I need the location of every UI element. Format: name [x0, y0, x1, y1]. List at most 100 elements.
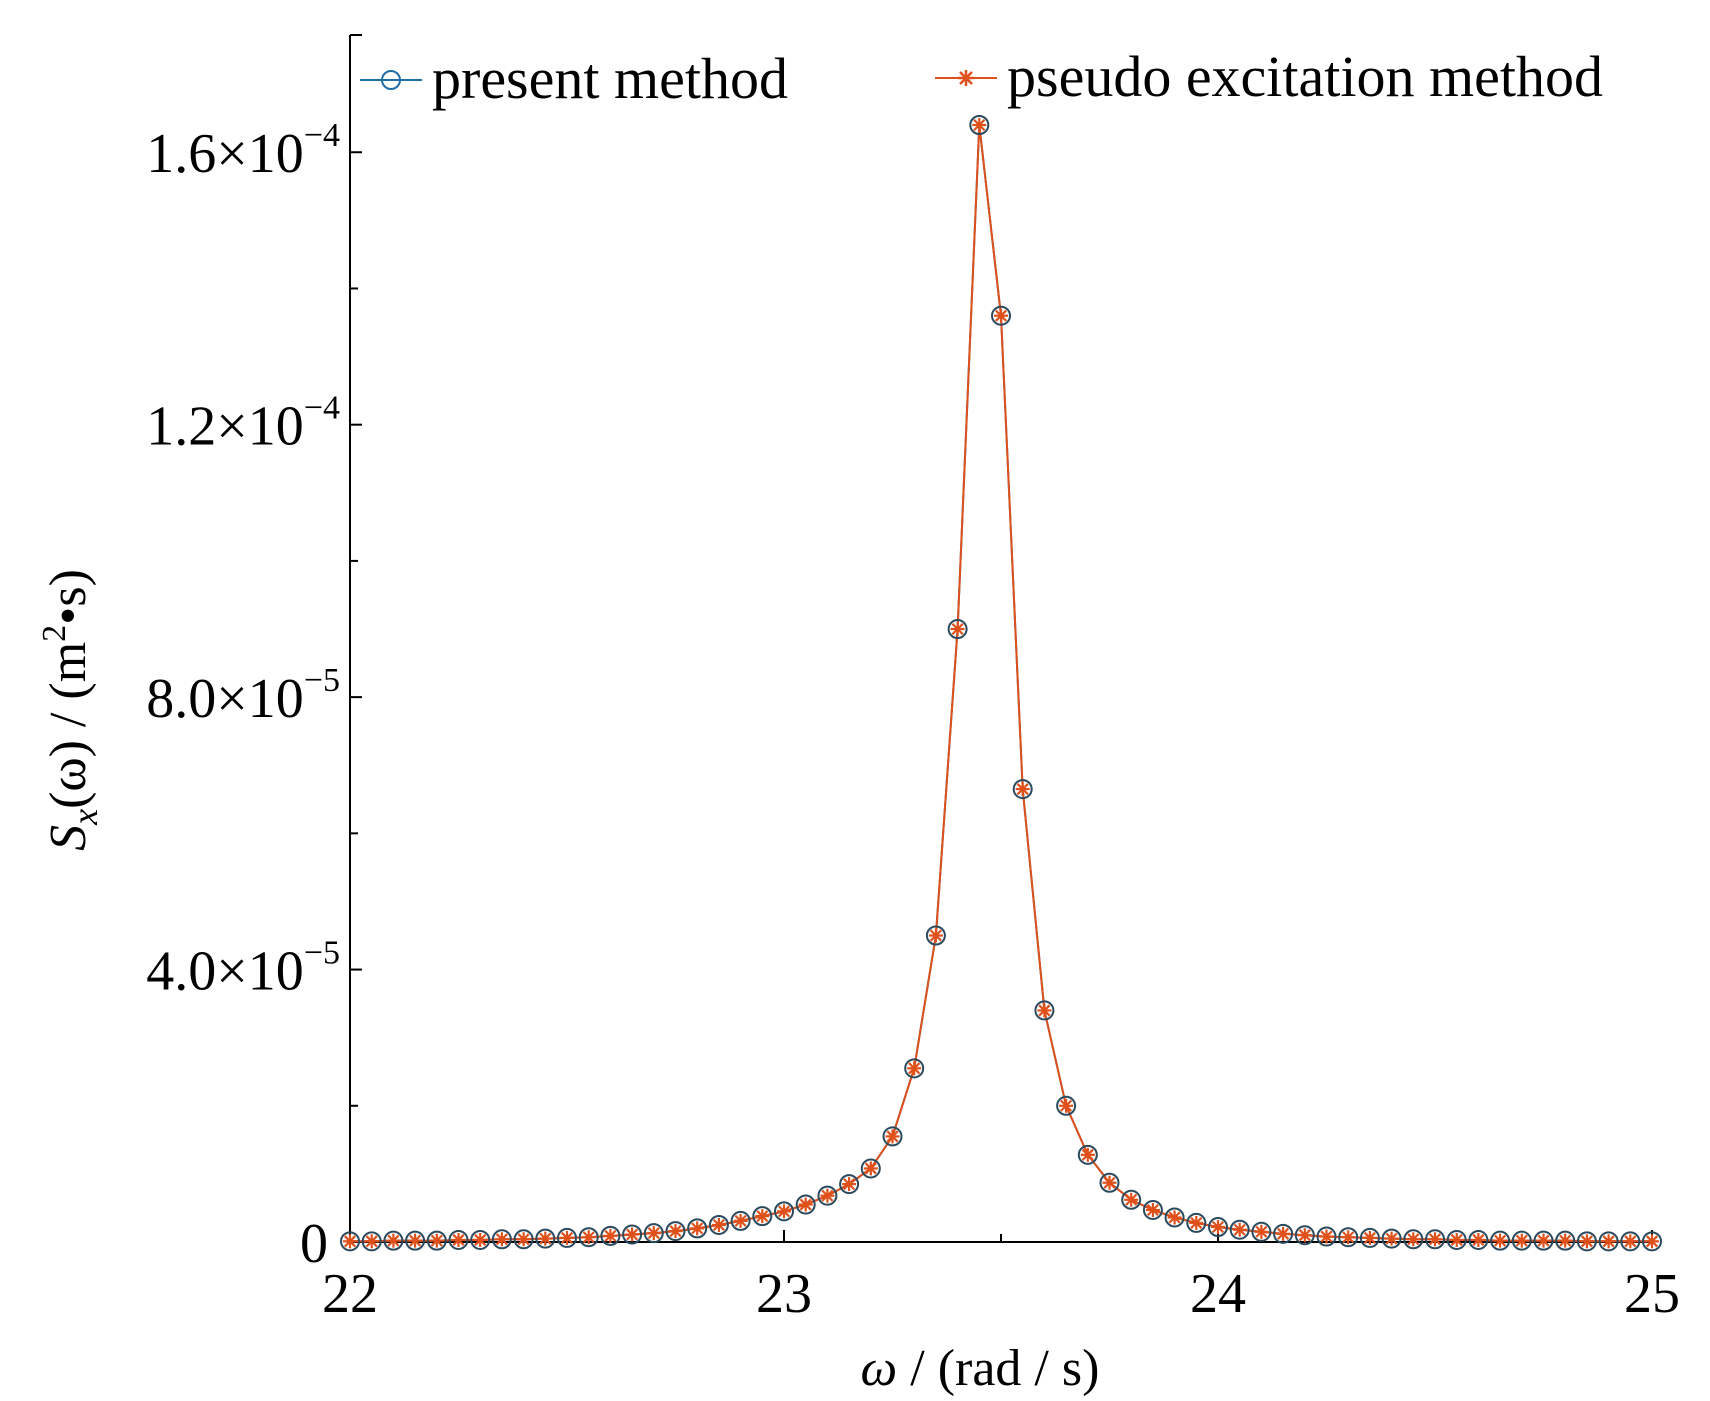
point-pseudo-excitation-19 [755, 1209, 770, 1224]
point-present-method-51 [1446, 1229, 1467, 1250]
point-pseudo-excitation-29 [972, 118, 987, 132]
y-tick-label-4: 1.6×10−4 [146, 117, 340, 185]
y-tick-label-2: 8.0×10−5 [146, 662, 340, 730]
y-tick-label-3: 1.2×10−4 [146, 390, 340, 458]
axes [349, 34, 1652, 1243]
legend-label-present: present method [432, 46, 788, 111]
point-present-method-16 [687, 1218, 708, 1239]
point-present-method-32 [1034, 1000, 1055, 1021]
point-pseudo-excitation-16 [690, 1221, 705, 1236]
point-pseudo-excitation-1 [364, 1234, 379, 1249]
point-present-method-38 [1164, 1207, 1185, 1228]
point-pseudo-excitation-54 [1514, 1233, 1529, 1248]
legend-label-pseudo: pseudo excitation method [1007, 44, 1603, 109]
point-present-method-50 [1425, 1229, 1445, 1250]
y-label-unit: / (m [40, 642, 97, 740]
series-layer [340, 115, 1662, 1252]
point-present-method-54 [1511, 1230, 1532, 1251]
y-tick-label-0: 0 [300, 1213, 328, 1275]
point-present-method-35 [1099, 1172, 1120, 1193]
point-pseudo-excitation-5 [451, 1232, 466, 1247]
point-pseudo-excitation-11 [581, 1230, 596, 1245]
x-tick-label-3: 25 [1624, 1263, 1680, 1325]
point-present-method-1 [361, 1231, 382, 1252]
point-pseudo-excitation-14 [646, 1226, 661, 1241]
point-present-method-58 [1598, 1231, 1619, 1252]
point-present-method-3 [405, 1230, 426, 1251]
point-present-method-6 [470, 1229, 491, 1250]
point-pseudo-excitation-25 [885, 1129, 900, 1144]
y-tick-exponent-1: −5 [304, 935, 340, 972]
point-pseudo-excitation-12 [603, 1228, 618, 1243]
point-present-method-29 [969, 115, 990, 135]
point-present-method-40 [1208, 1217, 1228, 1238]
point-present-method-30 [991, 305, 1011, 326]
point-pseudo-excitation-50 [1428, 1232, 1442, 1247]
point-present-method-28 [947, 619, 968, 640]
point-present-method-12 [600, 1225, 621, 1246]
point-pseudo-excitation-10 [560, 1230, 574, 1245]
point-present-method-36 [1121, 1189, 1142, 1210]
point-present-method-11 [578, 1227, 599, 1248]
y-tick-exponent-3: −4 [304, 390, 340, 427]
point-present-method-49 [1403, 1229, 1424, 1250]
point-pseudo-excitation-3 [408, 1233, 423, 1248]
point-pseudo-excitation-56 [1558, 1233, 1573, 1248]
point-present-method-26 [904, 1058, 925, 1079]
point-pseudo-excitation-57 [1579, 1234, 1594, 1249]
point-pseudo-excitation-59 [1623, 1234, 1638, 1249]
x-axis-label: ω / (rad / s) [861, 1340, 1100, 1397]
point-pseudo-excitation-35 [1102, 1175, 1117, 1190]
point-pseudo-excitation-18 [733, 1213, 748, 1228]
point-present-method-15 [665, 1221, 686, 1242]
y-axis-label: Sx(ω) / (m2•s) [36, 569, 105, 851]
point-present-method-18 [730, 1210, 751, 1231]
y-tick-mantissa-1: 4.0×10 [146, 941, 304, 1003]
point-present-method-5 [448, 1229, 469, 1250]
point-present-method-42 [1251, 1221, 1272, 1242]
tick-labels: 04.0×10−58.0×10−51.2×10−41.6×10−422 23 24 2… [146, 117, 1680, 1325]
point-pseudo-excitation-24 [863, 1161, 878, 1176]
point-present-method-39 [1186, 1212, 1207, 1233]
point-pseudo-excitation-60 [1645, 1234, 1659, 1249]
point-pseudo-excitation-17 [711, 1217, 726, 1232]
point-present-method-23 [839, 1174, 860, 1195]
point-pseudo-excitation-49 [1406, 1232, 1421, 1247]
point-present-method-59 [1620, 1231, 1641, 1252]
point-pseudo-excitation-9 [538, 1231, 553, 1246]
point-present-method-24 [860, 1158, 881, 1179]
point-pseudo-excitation-48 [1384, 1231, 1399, 1246]
x-tick-label-1: 23 [756, 1263, 812, 1325]
point-pseudo-excitation-33 [1059, 1098, 1074, 1113]
point-pseudo-excitation-15 [668, 1224, 683, 1239]
point-pseudo-excitation-46 [1341, 1230, 1356, 1245]
point-pseudo-excitation-43 [1276, 1226, 1291, 1241]
point-pseudo-excitation-38 [1167, 1210, 1182, 1225]
point-pseudo-excitation-37 [1145, 1202, 1160, 1217]
point-pseudo-excitation-41 [1232, 1222, 1247, 1237]
point-pseudo-excitation-20 [777, 1204, 791, 1219]
point-pseudo-excitation-21 [798, 1197, 813, 1212]
point-pseudo-excitation-52 [1471, 1232, 1486, 1247]
point-present-method-21 [795, 1194, 816, 1215]
point-pseudo-excitation-0 [343, 1234, 357, 1249]
y-tick-exponent-4: −4 [304, 117, 340, 154]
point-present-method-53 [1490, 1230, 1511, 1251]
point-pseudo-excitation-55 [1536, 1233, 1551, 1248]
point-present-method-55 [1533, 1230, 1554, 1251]
series-line-pseudo-excitation [350, 124, 1652, 1243]
point-pseudo-excitation-30 [994, 308, 1008, 323]
y-tick-exponent-2: −5 [304, 662, 340, 699]
point-present-method-17 [708, 1214, 729, 1235]
point-present-method-19 [752, 1206, 773, 1227]
x-tick-label-0: 22 [322, 1263, 378, 1325]
point-present-method-20 [774, 1201, 794, 1222]
point-pseudo-excitation-36 [1124, 1192, 1139, 1207]
point-pseudo-excitation-47 [1362, 1230, 1377, 1245]
point-pseudo-excitation-8 [516, 1232, 531, 1247]
legend-asterisk-marker-icon [958, 70, 974, 86]
point-present-method-8 [513, 1229, 534, 1250]
point-present-method-14 [643, 1223, 664, 1244]
point-present-method-56 [1555, 1230, 1576, 1251]
